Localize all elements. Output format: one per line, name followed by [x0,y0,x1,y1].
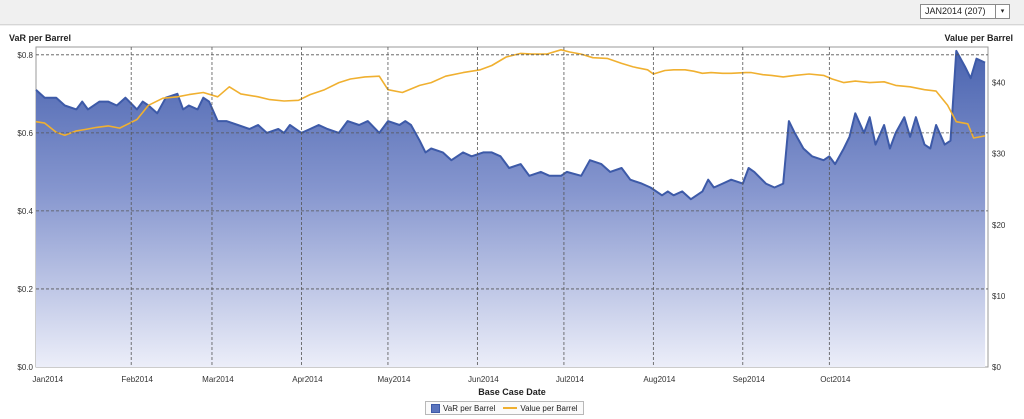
legend-label-value: Value per Barrel [520,403,578,413]
y-left-tick-label: $0.8 [17,51,33,60]
var-per-barrel-area [36,50,986,368]
legend-swatch-value [503,407,518,409]
x-tick-label: Mar2014 [202,375,234,384]
legend-label-var: VaR per Barrel [443,403,496,413]
left-axis-title: VaR per Barrel [9,33,71,43]
x-tick-label: May2014 [377,375,410,384]
y-right-tick-label: $30 [992,150,1006,159]
chevron-down-icon[interactable]: ▾ [995,5,1009,18]
y-left-tick-label: $0.2 [17,285,33,294]
top-toolbar: JAN2014 (207) ▾ [0,0,1024,25]
x-tick-label: Feb2014 [121,375,153,384]
value-per-barrel-line [35,49,986,139]
legend: VaR per Barrel Value per Barrel [425,401,584,415]
x-tick-label: Jun2014 [468,375,499,384]
x-tick-label: Apr2014 [292,375,323,384]
var-per-barrel-line [35,49,986,201]
tick-labels: Jan2014 Feb2014 Mar2014 Apr2014 May2014 Jun20… [17,51,1005,384]
x-tick-label: Oct2014 [820,375,851,384]
y-right-tick-label: $10 [992,292,1006,301]
x-tick-label: Sep2014 [733,375,766,384]
x-tick-label: Jul2014 [556,375,585,384]
date-selector-value: JAN2014 (207) [925,6,986,16]
legend-swatch-var [431,403,440,413]
y-right-tick-label: $20 [992,221,1006,230]
x-tick-label: Aug2014 [643,375,676,384]
right-axis-title: Value per Barrel [944,33,1013,43]
y-right-tick-label: $40 [992,79,1006,88]
y-left-tick-label: $0.0 [17,363,33,372]
y-left-tick-label: $0.6 [17,129,33,138]
y-left-tick-label: $0.4 [17,207,33,216]
grid-overlay [36,47,988,367]
x-axis-title: Base Case Date [478,387,546,397]
y-right-tick-label: $0 [992,363,1001,372]
x-tick-label: Jan2014 [32,375,63,384]
date-selector-dropdown[interactable]: JAN2014 (207) ▾ [920,4,1010,19]
